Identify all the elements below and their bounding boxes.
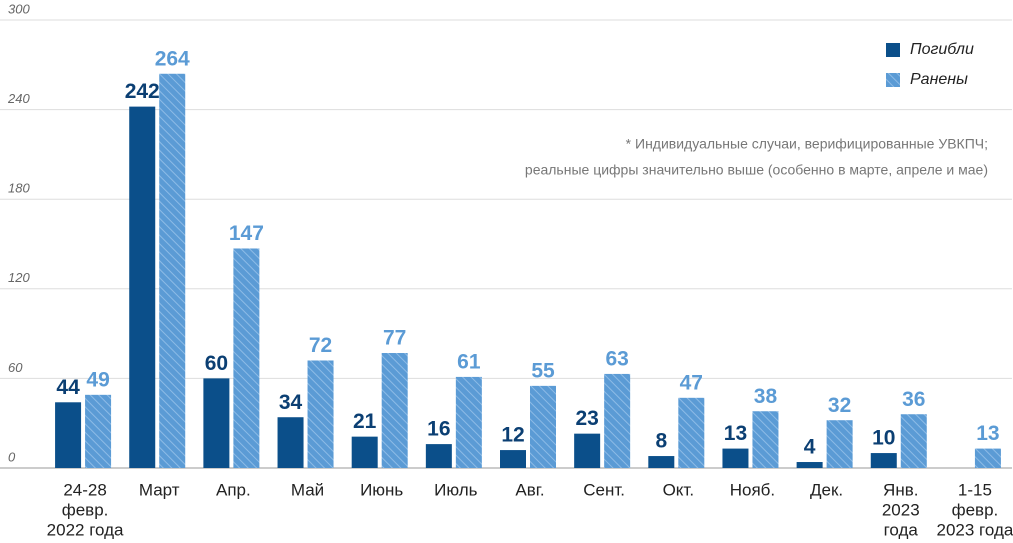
x-tick-label: Май [291,480,324,499]
y-tick-label: 0 [8,449,16,464]
x-tick-label: 24-28 [63,480,106,499]
value-label: 77 [383,327,406,350]
x-tick-label: Июнь [360,480,403,499]
value-label: 13 [976,422,999,445]
x-tick-label: 2023 года [937,520,1013,539]
y-tick-label: 240 [7,91,30,106]
value-label: 264 [155,47,190,70]
x-tick-label: Авг. [515,480,544,499]
bar [530,385,556,468]
bar [826,420,853,468]
value-label: 47 [680,371,703,394]
value-label: 34 [279,391,303,414]
value-label: 38 [754,385,778,408]
y-tick-label: 60 [8,360,23,375]
value-label: 61 [457,350,481,373]
x-tick-label: 1-15 [958,480,992,499]
value-label: 44 [56,376,80,399]
x-tick-label: февр. [952,500,999,519]
value-label: 16 [427,418,450,441]
bar [203,378,230,468]
legend-label: Погибли [910,41,974,58]
bar [159,73,186,468]
bar [307,360,334,468]
value-label: 242 [125,80,160,103]
x-tick-label: 2022 года [47,520,124,539]
bar [604,373,631,468]
annotation: * Индивидуальные случаи, верифицированны… [626,136,988,152]
x-tick-label: Апр. [216,480,251,499]
value-label: 4 [804,436,816,459]
bar [752,411,779,468]
value-label: 32 [828,394,851,417]
x-tick-label: Окт. [663,480,694,499]
bar [678,397,705,468]
x-tick-label: 2023 [882,500,920,519]
value-label: 147 [229,222,264,245]
bar [351,436,378,468]
x-tick-label: Нояб. [730,480,775,499]
x-tick-label: Сент. [583,480,625,499]
y-tick-label: 180 [8,181,30,196]
value-label: 60 [205,352,228,375]
annotation: реальные цифры значительно выше (особенн… [525,162,988,178]
x-tick-label: февр. [62,500,109,519]
x-tick-label: Дек. [810,480,843,499]
value-label: 10 [872,427,895,450]
bar [381,353,408,468]
bar [648,456,675,468]
value-label: 12 [501,424,524,447]
bar [55,402,82,468]
value-label: 23 [575,407,598,430]
legend-swatch [886,43,900,57]
bar [455,376,482,468]
bar [974,448,1001,468]
x-tick-label: Март [139,480,180,499]
x-tick-label: Июль [434,480,478,499]
bar [722,448,749,468]
value-label: 8 [655,430,667,453]
x-tick-label: года [884,520,919,539]
bar [277,417,304,468]
bar [574,433,601,468]
bar [500,450,526,468]
bar [85,394,112,468]
legend-label: Ранены [910,71,968,88]
value-label: 63 [605,347,628,370]
bar [900,414,927,468]
value-label: 49 [86,368,109,391]
bar [425,444,452,468]
y-tick-label: 300 [8,1,30,16]
y-tick-label: 120 [8,270,30,285]
value-label: 21 [353,410,377,433]
bar [233,248,260,468]
x-tick-label: Янв. [883,480,918,499]
value-label: 36 [902,388,925,411]
value-label: 72 [309,334,332,357]
bar [129,106,156,468]
legend-swatch [886,73,900,87]
value-label: 13 [724,422,747,445]
bar [870,453,897,468]
value-label: 55 [531,359,555,382]
bar [796,462,823,468]
